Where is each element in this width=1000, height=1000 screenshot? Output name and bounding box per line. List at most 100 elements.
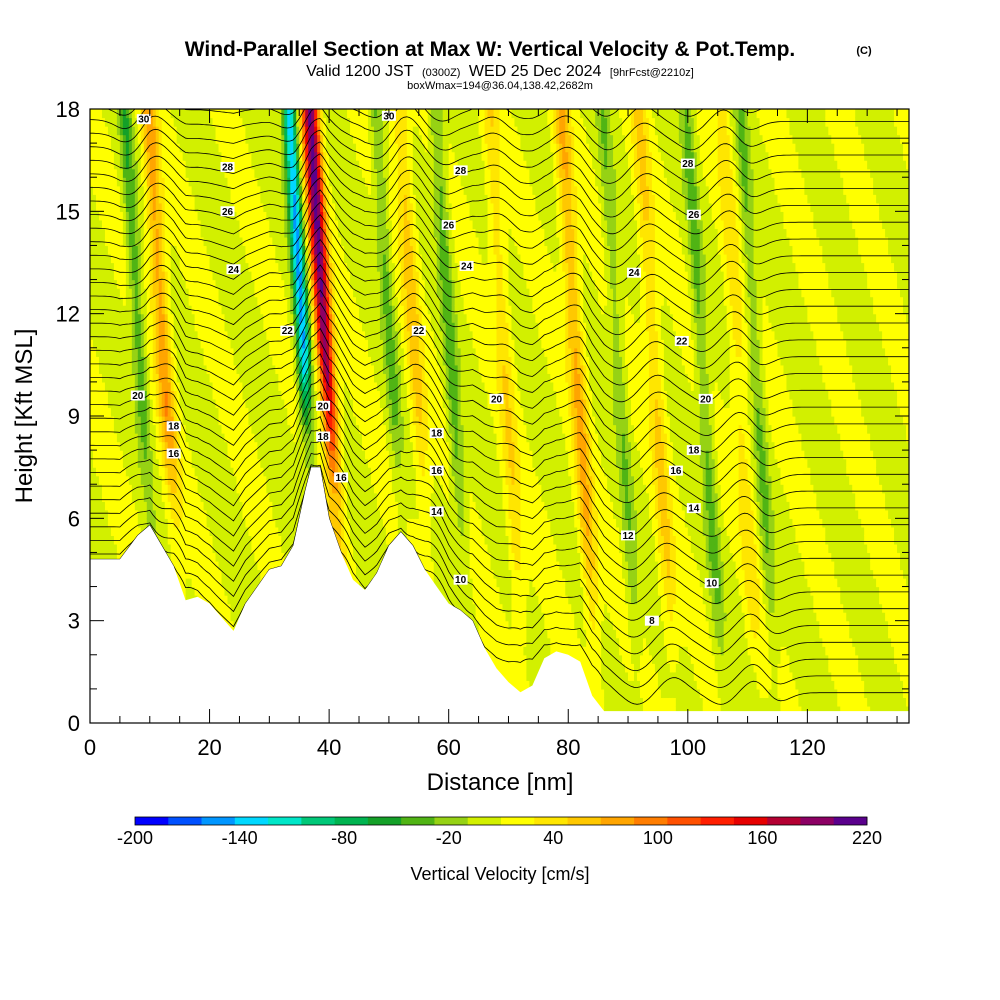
- theta-contour-line: [90, 440, 909, 621]
- theta-label: 20: [489, 393, 504, 405]
- theta-label: 14: [686, 503, 701, 515]
- theta-label: 26: [441, 220, 456, 232]
- theta-label: 22: [674, 336, 689, 348]
- colorbar-swatch: [800, 817, 835, 825]
- theta-contour-line: [90, 201, 909, 302]
- colorbar-label: Vertical Velocity [cm/s]: [410, 864, 589, 884]
- colorbar-swatch: [600, 817, 635, 825]
- valid-date: WED 25 Dec 2024: [469, 63, 602, 80]
- theta-contour-line: [90, 214, 909, 319]
- theta-contour-line: [90, 165, 909, 252]
- theta-contour-line: [90, 466, 909, 688]
- theta-label: 18: [429, 428, 444, 440]
- theta-label-text: 20: [700, 394, 712, 405]
- theta-contour-line: [90, 302, 909, 436]
- theta-contour-line: [90, 428, 909, 604]
- theta-contour-line: [90, 141, 909, 218]
- theta-label: 24: [226, 264, 241, 276]
- theta-label: 10: [704, 578, 719, 590]
- chart-title: Wind-Parallel Section at Max W: Vertical…: [185, 38, 796, 61]
- theta-label: 28: [220, 162, 235, 174]
- theta-label-text: 28: [682, 159, 694, 170]
- y-tick-label: 15: [56, 199, 80, 224]
- theta-label-text: 12: [622, 531, 634, 542]
- y-axis: 0 3 6 9 12 15 18: [56, 97, 909, 736]
- theta-label-text: 30: [138, 115, 150, 126]
- theta-label: 26: [220, 206, 235, 218]
- colorbar-swatch: [700, 817, 735, 825]
- theta-label: 20: [698, 393, 713, 405]
- theta-label: 24: [459, 260, 474, 272]
- theta-contour-line: [90, 403, 909, 571]
- colorbar-swatch: [301, 817, 336, 825]
- x-axis: 0 20 40 60 80 100 120: [84, 109, 898, 760]
- colorbar-tick-label: 40: [543, 828, 563, 848]
- theta-label: 12: [621, 530, 635, 542]
- theta-contour-line: [90, 226, 909, 336]
- theta-contour-line: [90, 177, 909, 268]
- theta-label: 30: [136, 114, 151, 126]
- colorbar: -200 -140 -80 -20 40 100 160 220: [117, 816, 882, 848]
- colorbar-swatch: [567, 817, 602, 825]
- colorbar-swatch: [367, 817, 402, 825]
- x-tick-label: 120: [789, 735, 826, 760]
- theta-contour-line: [90, 118, 909, 184]
- theta-contour-line: [90, 466, 909, 705]
- colorbar-tick-label: 220: [852, 828, 882, 848]
- theta-label: 16: [334, 472, 349, 484]
- colorbar-tick-label: 160: [747, 828, 777, 848]
- theta-label: 20: [130, 390, 145, 402]
- theta-label-text: 28: [455, 166, 467, 177]
- theta-label-text: 22: [282, 326, 294, 337]
- theta-contour-line: [90, 289, 909, 420]
- colorbar-swatch: [733, 817, 768, 825]
- x-tick-label: 100: [669, 735, 706, 760]
- colorbar-tick-label: -80: [331, 828, 357, 848]
- theta-label-text: 16: [670, 466, 682, 477]
- theta-label-text: 8: [649, 616, 655, 627]
- y-tick-label: 6: [68, 506, 80, 531]
- theta-label: 26: [686, 209, 701, 221]
- theta-contour-line: [90, 264, 909, 386]
- theta-label: 14: [429, 506, 444, 518]
- colorbar-swatch: [833, 817, 868, 825]
- theta-contour-line: [90, 109, 909, 167]
- colorbar-swatch: [234, 817, 269, 825]
- theta-label: 24: [627, 267, 641, 279]
- theta-label-text: 22: [413, 326, 425, 337]
- theta-label-text: 30: [383, 111, 395, 122]
- colorbar-swatch: [634, 817, 668, 825]
- theta-label-text: 18: [318, 432, 330, 443]
- theta-label-text: 24: [628, 268, 640, 279]
- theta-label-text: 26: [688, 210, 700, 221]
- theta-contour-line: [90, 452, 909, 638]
- theta-contours: [90, 109, 909, 705]
- theta-contour-line: [90, 251, 909, 369]
- theta-label-text: 24: [461, 261, 473, 272]
- theta-label-text: 24: [228, 265, 240, 276]
- theta-label-text: 10: [706, 579, 718, 590]
- colorbar-swatch: [667, 817, 702, 825]
- theta-contour-line: [90, 189, 909, 285]
- theta-label-text: 26: [443, 221, 455, 232]
- theta-contour-line: [90, 276, 909, 403]
- theta-label: 16: [668, 465, 683, 477]
- theta-contour-line: [106, 109, 909, 134]
- theta-label: 28: [680, 158, 695, 170]
- colorbar-swatch: [467, 817, 502, 825]
- theta-label: 16: [429, 465, 444, 477]
- theta-contour-line: [90, 365, 909, 520]
- x-tick-label: 0: [84, 735, 96, 760]
- x-tick-label: 20: [197, 735, 221, 760]
- theta-contour-line: [90, 340, 909, 487]
- forecast-info: [9hrFcst@2210z]: [610, 67, 694, 79]
- colorbar-swatch: [501, 817, 535, 825]
- theta-contour-line: [90, 378, 909, 537]
- theta-contour-line: [90, 327, 909, 470]
- x-tick-label: 40: [317, 735, 341, 760]
- theta-label-text: 10: [455, 575, 467, 586]
- theta-label: 18: [166, 421, 181, 433]
- x-tick-label: 80: [556, 735, 580, 760]
- theta-label-text: 14: [431, 507, 443, 518]
